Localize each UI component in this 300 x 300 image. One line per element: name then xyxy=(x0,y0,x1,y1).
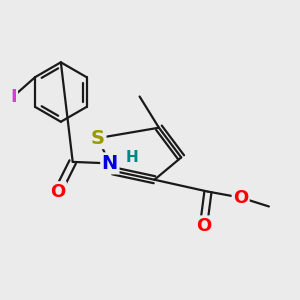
Text: N: N xyxy=(102,154,118,173)
Text: S: S xyxy=(91,129,105,148)
Text: O: O xyxy=(233,189,248,207)
Text: O: O xyxy=(50,183,65,201)
Text: H: H xyxy=(126,150,139,165)
Text: I: I xyxy=(10,88,16,106)
Text: O: O xyxy=(196,217,211,235)
